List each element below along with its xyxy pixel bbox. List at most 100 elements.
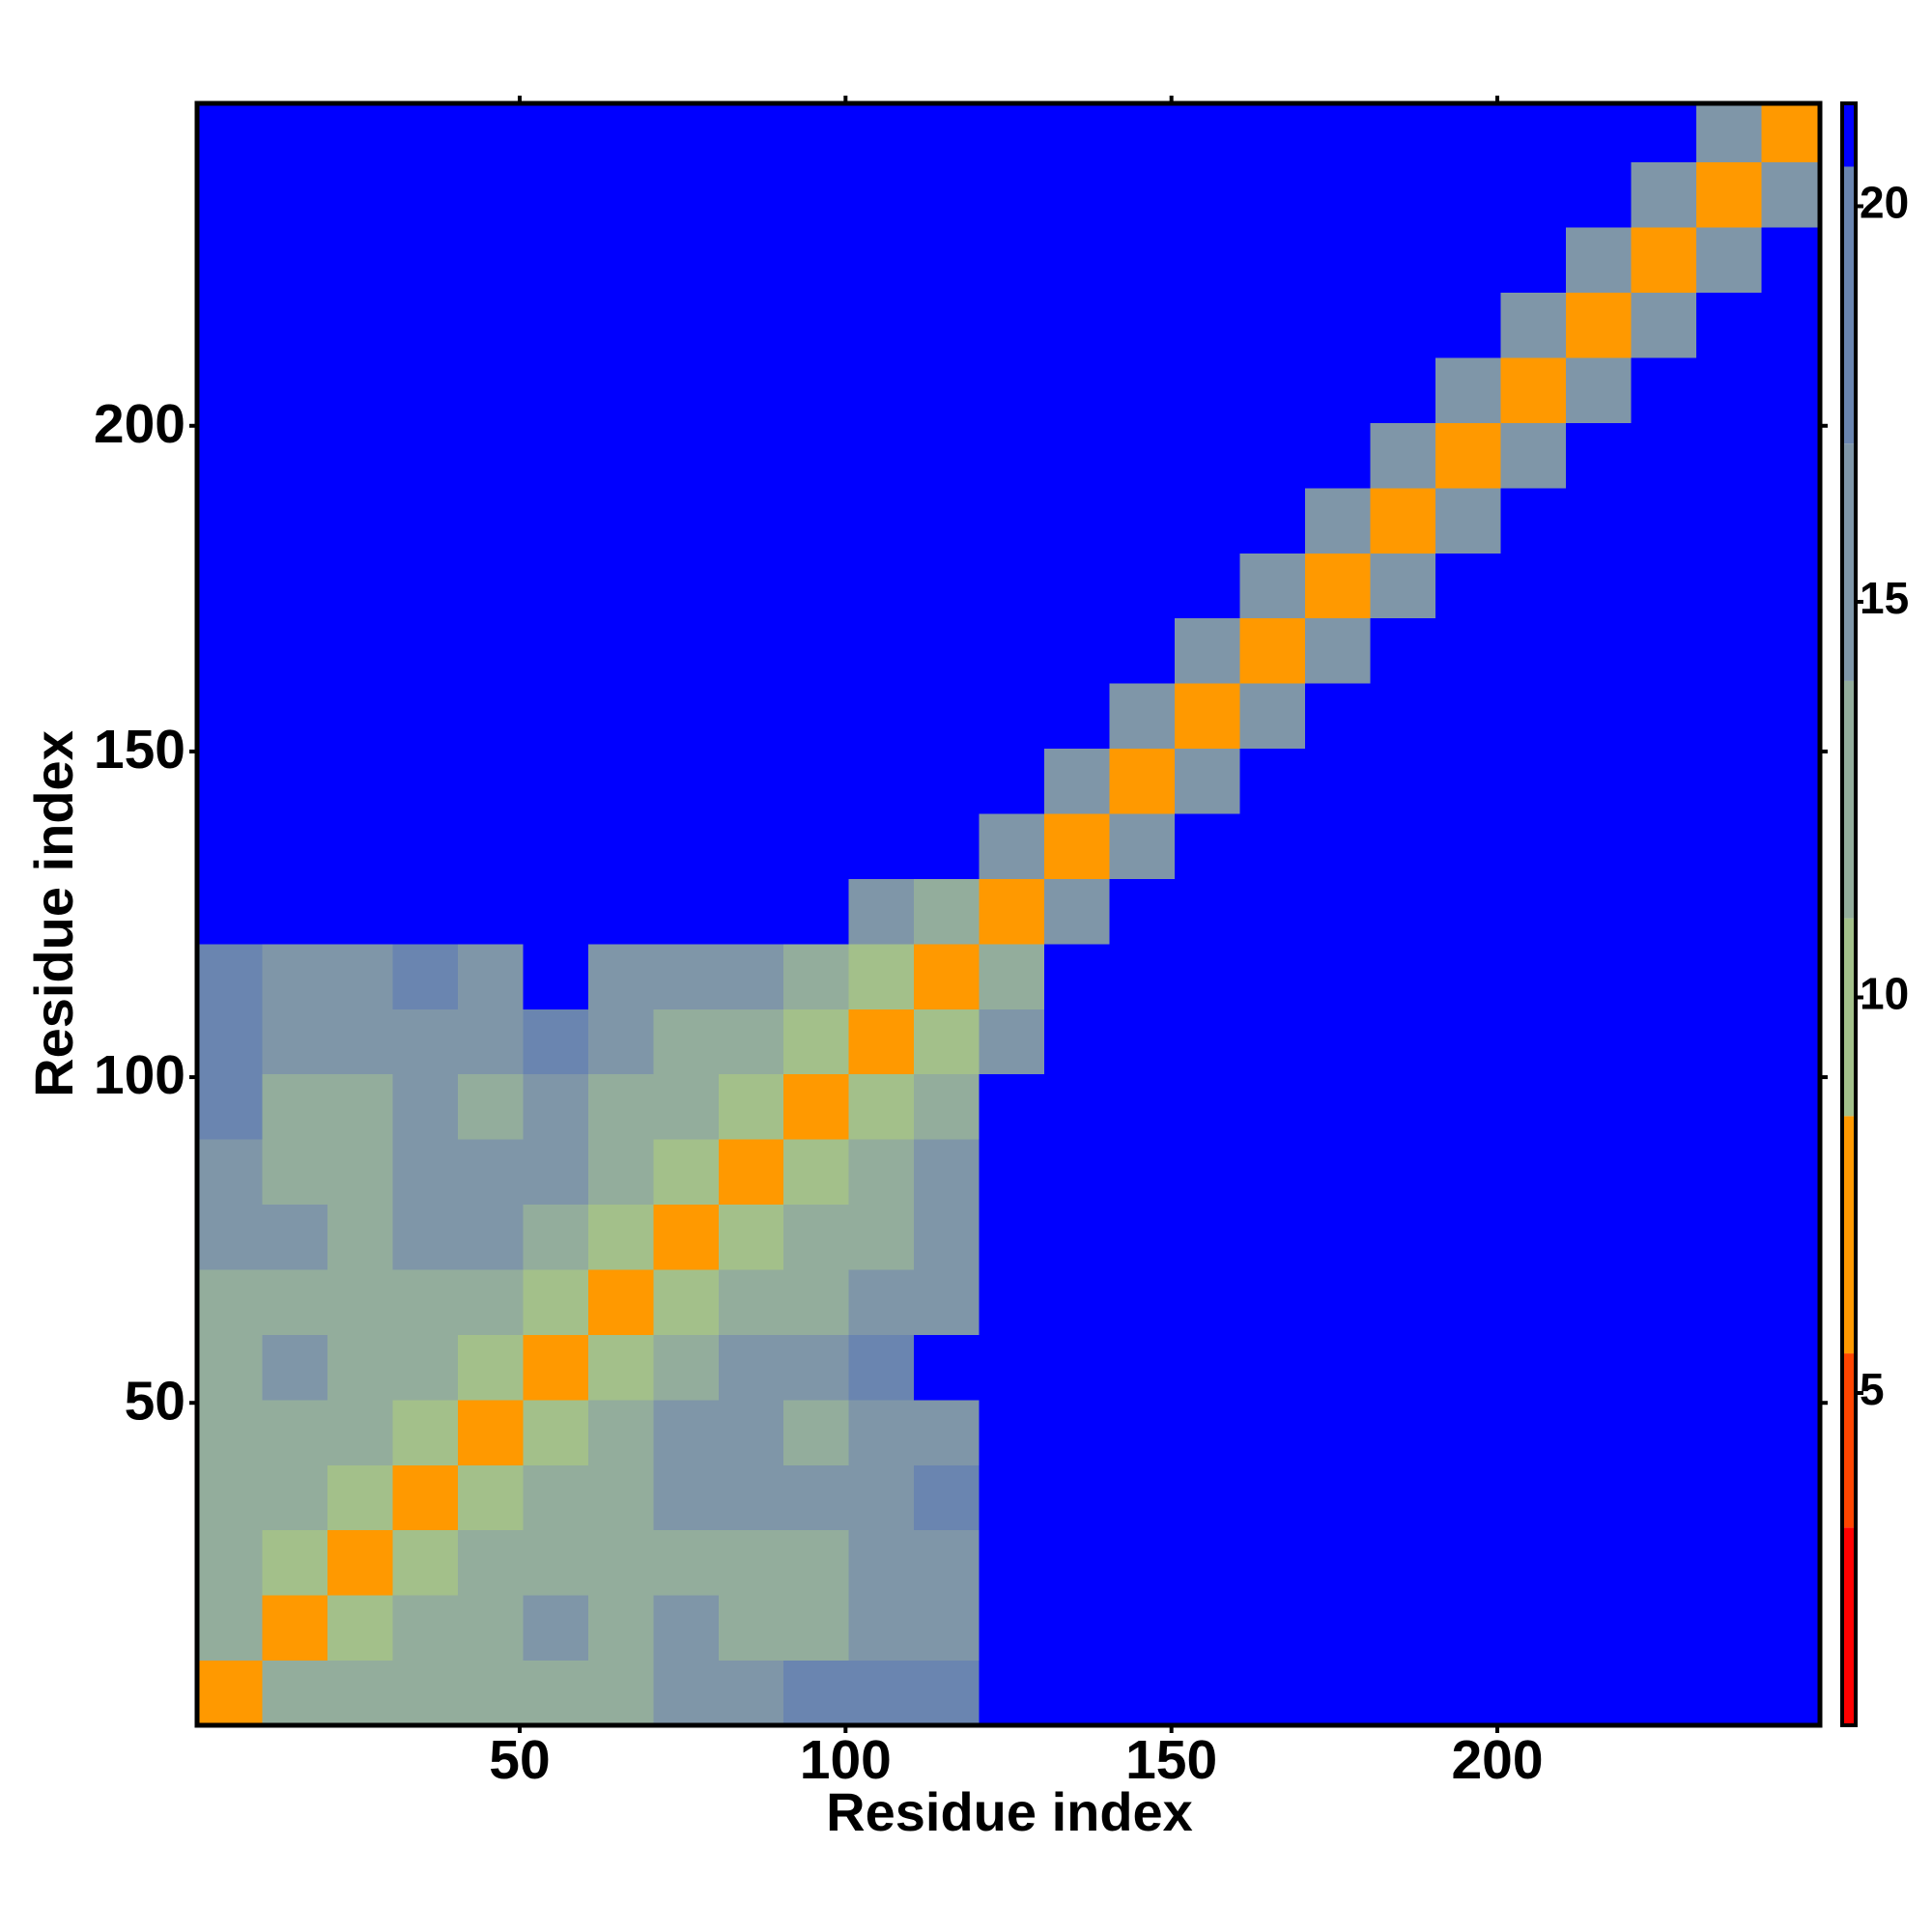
cell <box>1631 1009 1697 1075</box>
cell <box>914 1399 980 1465</box>
cell <box>197 878 263 945</box>
cell <box>197 103 263 163</box>
cell <box>1500 683 1567 750</box>
cell <box>1761 1073 1821 1140</box>
cell <box>327 1009 393 1075</box>
cell <box>392 1464 459 1531</box>
cell <box>457 812 524 879</box>
cell <box>523 1334 589 1401</box>
cell <box>327 617 393 684</box>
cell <box>262 1009 328 1075</box>
cell <box>914 748 980 814</box>
cell <box>979 748 1045 814</box>
cell <box>914 1464 980 1531</box>
cell <box>1175 943 1241 1009</box>
colorbar-segment <box>1842 103 1856 167</box>
cell <box>979 617 1045 684</box>
cell <box>457 1204 524 1270</box>
cell <box>1695 1268 1762 1335</box>
cell <box>1500 748 1567 814</box>
cell <box>1631 1595 1697 1662</box>
cell <box>1695 1073 1762 1140</box>
cell <box>197 1073 263 1140</box>
cell <box>1761 1009 1821 1075</box>
cell <box>392 553 459 619</box>
cell <box>1695 1464 1762 1531</box>
cell <box>457 1139 524 1206</box>
cell <box>653 1660 720 1726</box>
cell <box>1370 161 1436 228</box>
cell <box>783 1204 850 1270</box>
cell <box>327 1334 393 1401</box>
cell <box>848 878 915 945</box>
cell <box>1631 683 1697 750</box>
cell <box>1109 943 1176 1009</box>
cell <box>1109 103 1176 163</box>
cell <box>523 422 589 489</box>
cell <box>587 1009 654 1075</box>
cell <box>1500 812 1567 879</box>
cell <box>1500 1399 1567 1465</box>
colorbar-segment <box>1842 443 1856 681</box>
cell <box>1695 422 1762 489</box>
cell <box>262 161 328 228</box>
cell <box>457 292 524 358</box>
cell <box>718 161 784 228</box>
cell <box>1370 617 1436 684</box>
cell <box>1695 1529 1762 1596</box>
cell <box>1239 683 1306 750</box>
cell <box>587 227 654 294</box>
cell <box>262 422 328 489</box>
cell <box>1631 1268 1697 1335</box>
cell <box>848 553 915 619</box>
cell <box>1370 943 1436 1009</box>
colorbar-segment <box>1842 1116 1856 1354</box>
cell <box>327 161 393 228</box>
cell <box>1565 1334 1632 1401</box>
cell <box>1565 1595 1632 1662</box>
cell <box>1044 943 1111 1009</box>
cell <box>1044 1399 1111 1465</box>
cell <box>1370 422 1436 489</box>
cell <box>914 103 980 163</box>
cell <box>457 422 524 489</box>
cell <box>1761 617 1821 684</box>
cell <box>197 1204 263 1270</box>
cell <box>587 356 654 423</box>
cell <box>1304 617 1371 684</box>
cell <box>718 748 784 814</box>
cell <box>848 683 915 750</box>
cell <box>718 227 784 294</box>
cell <box>1304 1073 1371 1140</box>
cell <box>1044 103 1111 163</box>
cell <box>783 878 850 945</box>
cell <box>1044 553 1111 619</box>
cell <box>1435 1073 1501 1140</box>
cell <box>197 356 263 423</box>
cell <box>653 1529 720 1596</box>
cell <box>718 553 784 619</box>
cell <box>783 812 850 879</box>
cell <box>457 1268 524 1335</box>
cell <box>718 1334 784 1401</box>
cell <box>392 812 459 879</box>
cell <box>914 553 980 619</box>
cell <box>1695 1660 1762 1726</box>
cell <box>523 1529 589 1596</box>
colorbar-segment <box>1842 680 1856 919</box>
cell <box>653 1009 720 1075</box>
cell <box>262 553 328 619</box>
cell <box>1109 878 1176 945</box>
cell <box>1435 1595 1501 1662</box>
cell <box>979 1073 1045 1140</box>
cell <box>587 1204 654 1270</box>
cell <box>1239 422 1306 489</box>
cell <box>1044 812 1111 879</box>
cell <box>1435 1399 1501 1465</box>
cell <box>1109 683 1176 750</box>
colorbar-tick-label: 20 <box>1860 178 1909 228</box>
cell <box>914 617 980 684</box>
cell <box>1175 553 1241 619</box>
cell <box>262 356 328 423</box>
cell <box>327 878 393 945</box>
